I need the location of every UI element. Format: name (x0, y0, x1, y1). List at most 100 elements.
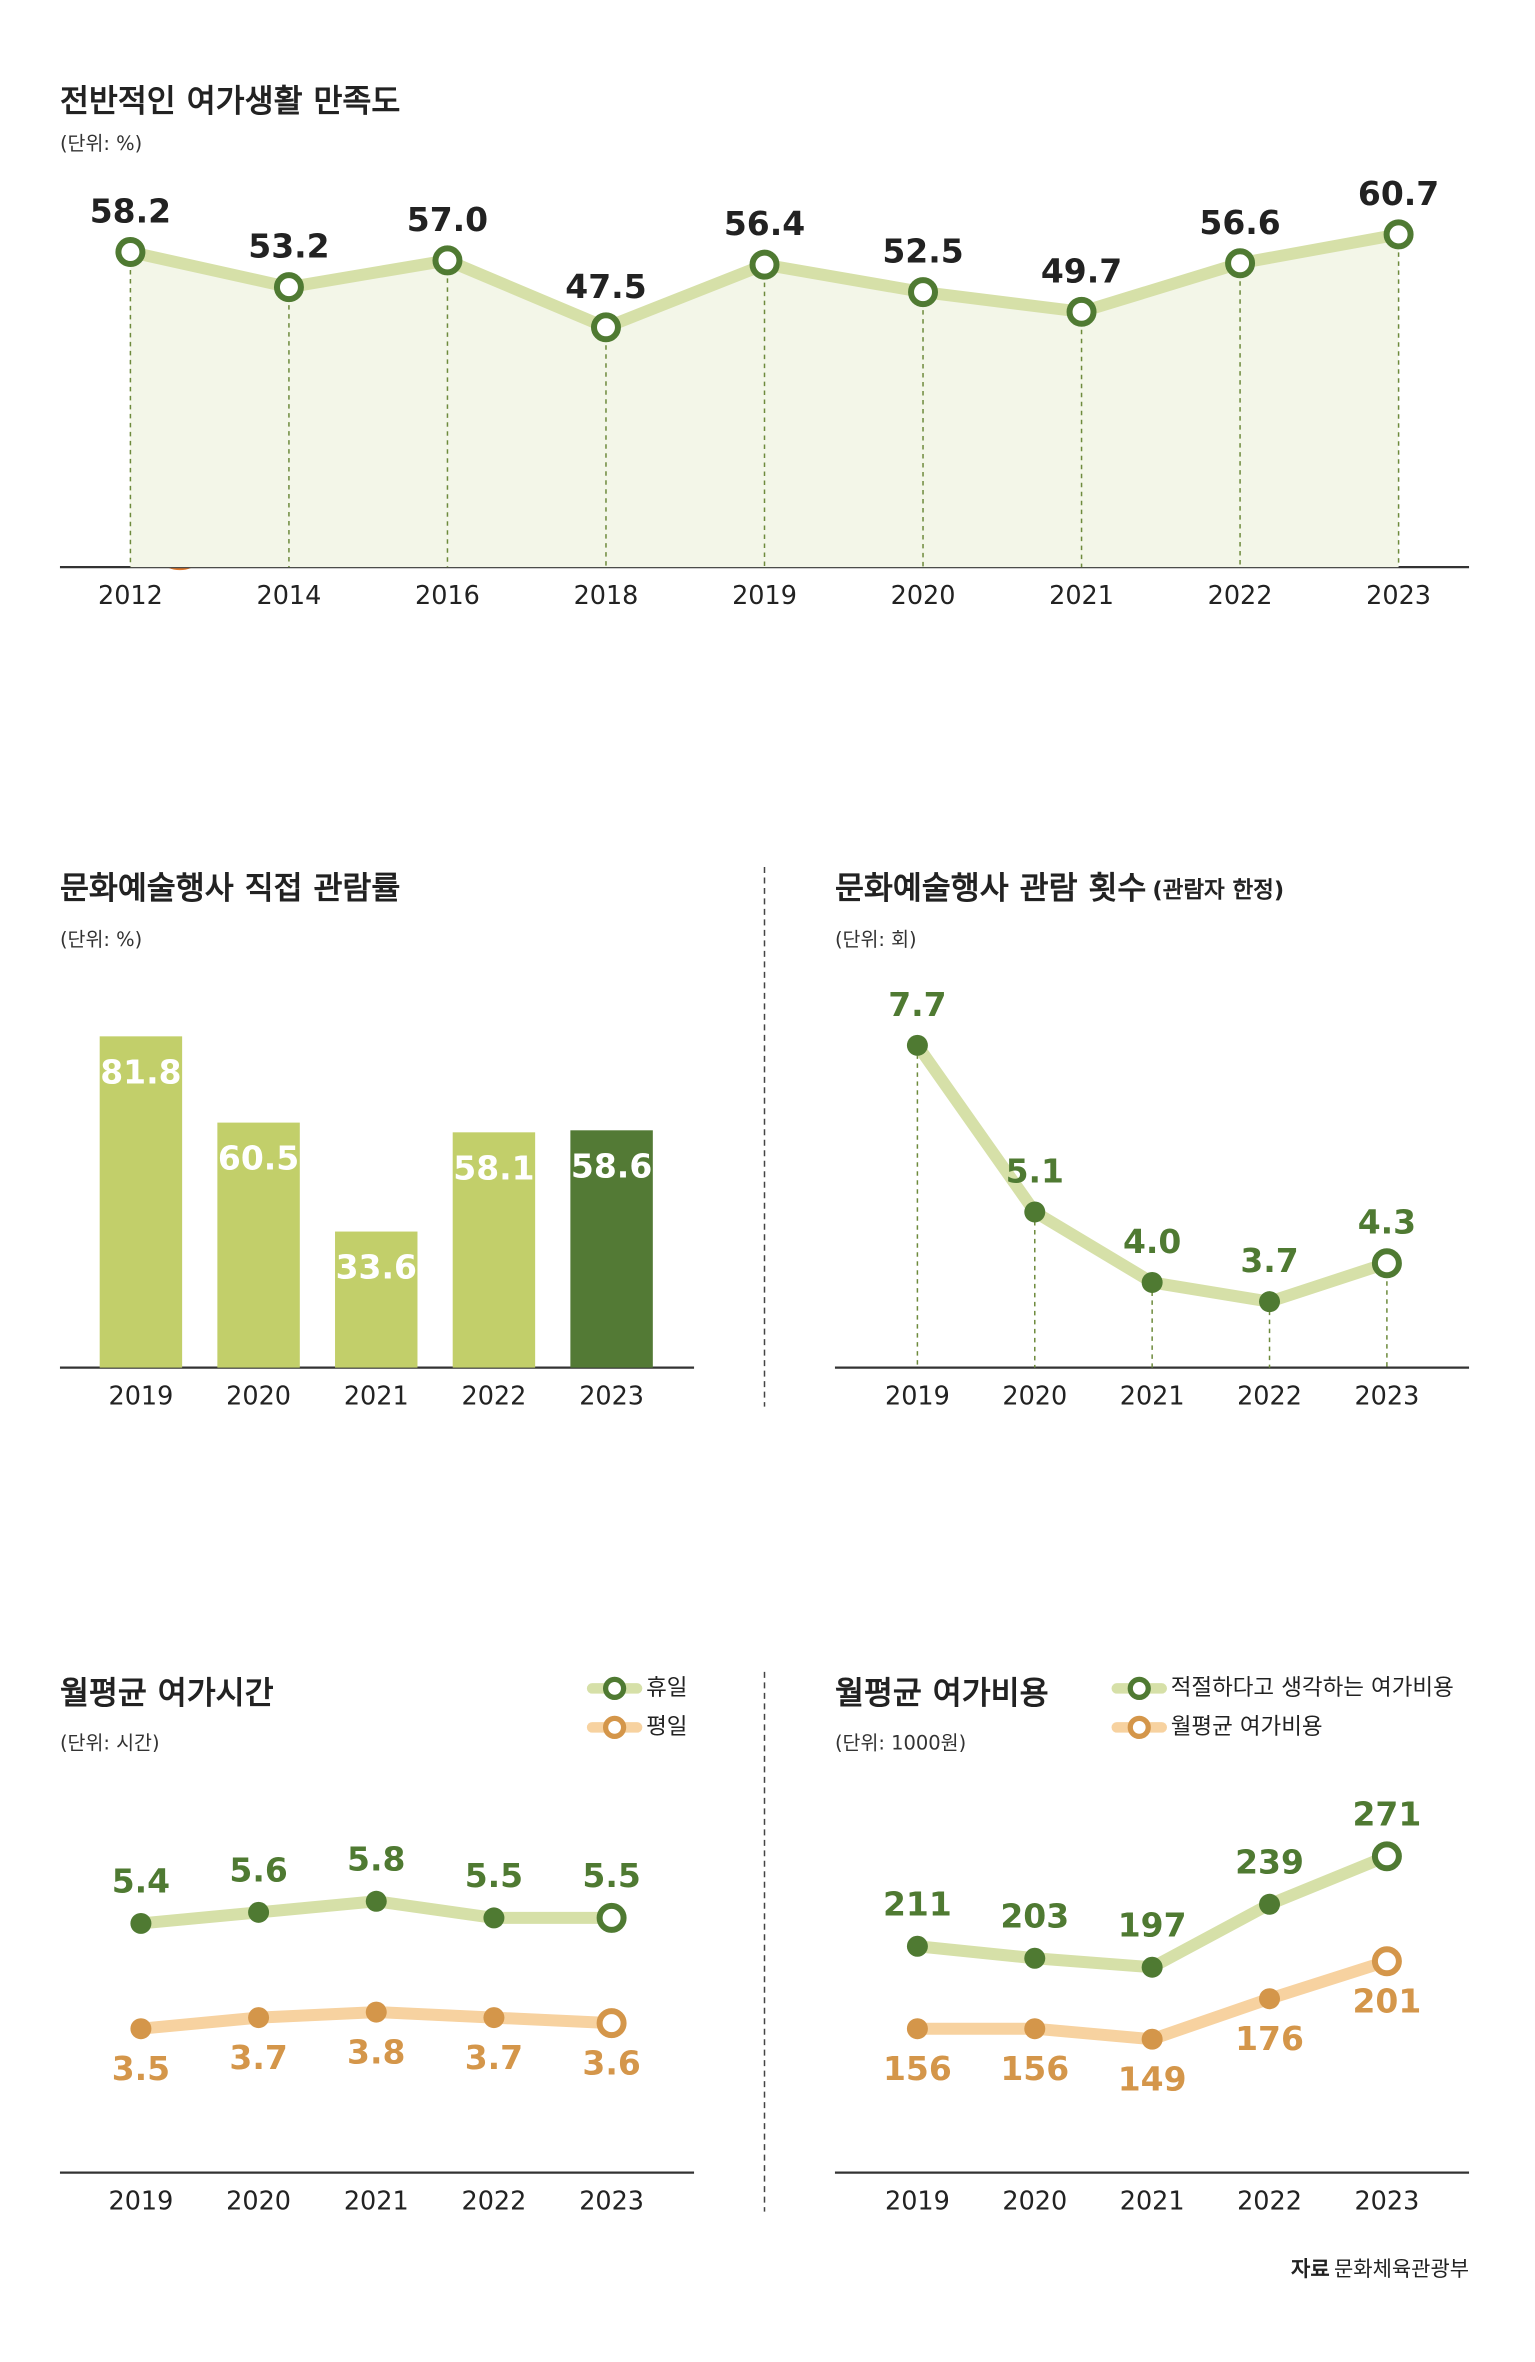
chart: 전반적인 여가생활 만족도 (단위: %) 2012 2014 2016 2018 2019… (59, 83, 1470, 611)
legend-marker (1127, 1715, 1151, 1740)
x-tick-label: 2023 (1354, 1382, 1419, 1412)
point (483, 1907, 505, 1929)
point (1259, 1893, 1281, 1915)
point (1259, 1291, 1281, 1313)
chart-subtitle: (단위: 회) (835, 928, 917, 951)
chart: 월평균 여가비용 (단위: 1000원) 2019 2020 2021 2022 2023 2… (834, 1675, 1470, 2217)
x-tick-label: 2022 (462, 1382, 527, 1412)
chart-subtitle: (단위: %) (60, 928, 142, 951)
bar (570, 1130, 653, 1368)
value-label: 156 (883, 2049, 952, 2088)
legend-marker (602, 1676, 627, 1701)
x-tick-label: 2020 (891, 581, 956, 611)
chart-subtitle: (단위: %) (60, 132, 142, 155)
x-tick-label: 2021 (1120, 2187, 1185, 2217)
point (1371, 1841, 1402, 1872)
x-tick-label: 2019 (108, 1382, 173, 1412)
value-label: 33.6 (336, 1248, 417, 1287)
chart-subtitle: (단위: 시간) (60, 1731, 160, 1754)
point (596, 1902, 627, 1933)
point (365, 2001, 387, 2023)
legend-label: 휴일 (646, 1675, 687, 1701)
point (1066, 296, 1097, 327)
chart: 월평균 여가시간 (단위: 시간) 2019 2020 2021 2022 2023 5.4 5… (59, 1675, 695, 2217)
value-label: 5.6 (229, 1850, 287, 1889)
chart-title: 문화예술행사 직접 관람률 (60, 870, 400, 906)
point (1024, 1947, 1046, 1969)
value-label: 5.5 (465, 1856, 523, 1895)
x-tick-label: 2021 (1049, 581, 1114, 611)
point (432, 245, 463, 276)
value-label: 197 (1118, 1905, 1187, 1944)
point (590, 312, 621, 343)
value-label: 3.7 (229, 2038, 287, 2077)
point (749, 249, 780, 280)
legend-label: 적절하다고 생각하는 여가비용 (1171, 1675, 1454, 1701)
value-label: 3.7 (1240, 1241, 1298, 1280)
point (1371, 1946, 1402, 1977)
point (1024, 1201, 1046, 1223)
bar (99, 1036, 183, 1368)
x-tick-label: 2021 (344, 2187, 409, 2217)
bar (335, 1231, 418, 1368)
value-label: 156 (1000, 2049, 1069, 2088)
value-label: 271 (1352, 1794, 1421, 1833)
x-tick-label: 2022 (1208, 581, 1273, 611)
value-label: 3.5 (112, 2049, 170, 2088)
chart-title-note: (관람자 한정) (1152, 877, 1284, 903)
x-tick-label: 2019 (885, 2187, 950, 2217)
point (1371, 1248, 1402, 1279)
point (273, 272, 304, 303)
point (130, 1912, 152, 1934)
value-label: 176 (1235, 2019, 1304, 2058)
point (115, 236, 146, 267)
legend-marker (602, 1715, 627, 1740)
value-label: 5.1 (1006, 1151, 1064, 1190)
value-label: 7.7 (888, 985, 946, 1024)
value-label: 56.4 (724, 204, 805, 243)
chart-title: 문화예술행사 관람 횟수 (835, 870, 1146, 906)
value-label: 4.0 (1123, 1222, 1181, 1261)
value-label: 3.6 (582, 2044, 640, 2083)
x-tick-label: 2022 (1237, 2187, 1302, 2217)
x-tick-label: 2021 (344, 1382, 409, 1412)
chart-title: 전반적인 여가생활 만족도 (60, 83, 400, 119)
x-tick-label: 2023 (1354, 2187, 1419, 2217)
value-label: 58.2 (90, 191, 171, 230)
value-label: 47.5 (565, 267, 646, 306)
x-tick-label: 2023 (1366, 581, 1431, 611)
chart-title: 월평균 여가비용 (835, 1675, 1049, 1711)
chart-title: 월평균 여가시간 (60, 1675, 274, 1711)
point (906, 2018, 928, 2040)
point (365, 1890, 387, 1912)
point (130, 2018, 152, 2040)
value-label: 201 (1352, 1982, 1421, 2021)
value-label: 3.7 (465, 2038, 523, 2077)
value-label: 57.0 (407, 200, 488, 239)
value-label: 60.7 (1358, 174, 1439, 213)
value-label: 203 (1000, 1896, 1069, 1935)
value-label: 49.7 (1041, 251, 1122, 290)
point (908, 277, 939, 308)
point (1259, 1988, 1281, 2010)
source-text: 문화체육관광부 (1334, 2257, 1469, 2281)
x-tick-label: 2019 (732, 581, 797, 611)
point (1024, 2018, 1046, 2040)
value-label: 211 (883, 1884, 952, 1923)
point (1141, 1956, 1163, 1978)
x-tick-label: 2019 (108, 2187, 173, 2217)
point (1225, 248, 1256, 279)
x-tick-label: 2022 (462, 2187, 527, 2217)
point (1141, 2028, 1163, 2050)
x-tick-label: 2020 (1002, 1382, 1067, 1412)
point (1383, 219, 1414, 250)
series-line (911, 1039, 1393, 1308)
point (596, 2008, 627, 2039)
value-label: 81.8 (100, 1052, 181, 1091)
legend-label: 평일 (646, 1714, 687, 1740)
bar (217, 1122, 300, 1368)
x-tick-label: 2012 (98, 581, 163, 611)
value-label: 5.8 (347, 1839, 405, 1878)
